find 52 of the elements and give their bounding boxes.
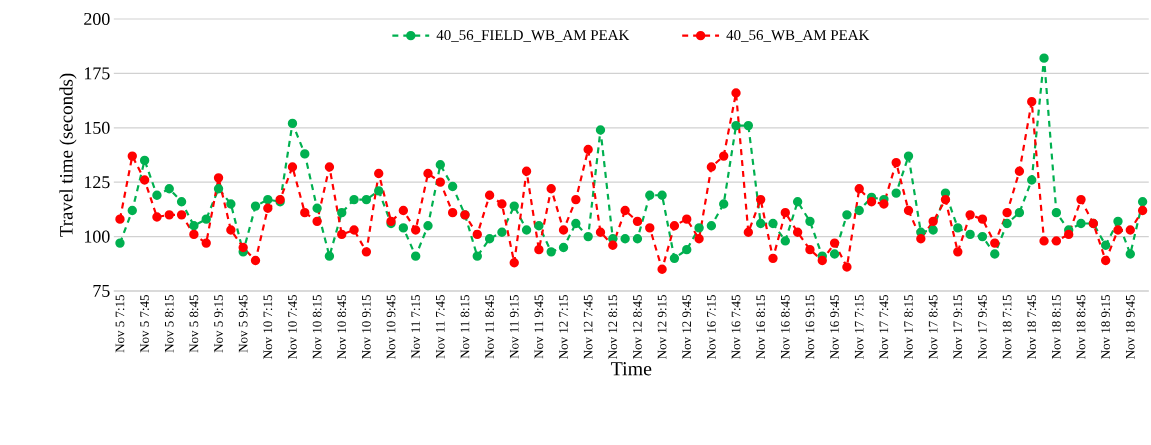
y-tick-label: 150 — [84, 121, 110, 134]
x-tick-label: Nov 18 7:45 — [1027, 295, 1037, 359]
y-axis-title: Travel time (seconds) — [59, 73, 77, 237]
x-tick-label: Nov 16 7:15 — [707, 295, 716, 359]
y-tick-label: 125 — [84, 176, 110, 189]
legend-label: 40_56_FIELD_WB_AM PEAK — [436, 29, 630, 42]
x-tick-label: Nov 16 9:15 — [805, 295, 815, 359]
y-tick-label: 200 — [84, 12, 110, 26]
x-tick-label: Nov 16 8:45 — [780, 295, 790, 359]
x-tick-label: Nov 17 7:45 — [879, 295, 889, 359]
x-tick-label: Nov 5 7:45 — [140, 295, 149, 353]
x-tick-label: Nov 11 9:15 — [509, 295, 519, 359]
x-tick-label: Nov 10 9:45 — [386, 295, 396, 359]
x-tick-label: Nov 11 9:45 — [534, 295, 544, 359]
x-tick-label: Nov 17 7:15 — [854, 295, 864, 359]
legend-label: 40_56_WB_AM PEAK — [726, 29, 870, 42]
x-tick-label: Nov 18 7:15 — [1002, 295, 1012, 359]
x-tick-label: Nov 18 8:45 — [1076, 295, 1086, 359]
x-tick-label: Nov 18 9:45 — [1125, 295, 1135, 359]
x-tick-label: Nov 10 9:15 — [362, 295, 371, 359]
x-tick-label: Nov 10 8:15 — [312, 295, 322, 359]
x-tick-label: Nov 12 9:15 — [657, 295, 667, 359]
x-tick-label: Nov 12 8:15 — [608, 295, 618, 359]
x-tick-label: Nov 16 8:15 — [756, 295, 766, 359]
x-tick-label: Nov 5 9:15 — [214, 295, 223, 353]
x-tick-label: Nov 5 7:15 — [115, 295, 125, 353]
x-tick-label: Nov 17 9:45 — [978, 295, 987, 359]
y-tick-label: 75 — [93, 285, 110, 297]
x-tick-label: Nov 12 7:15 — [559, 295, 568, 359]
x-tick-label: Nov 12 9:45 — [682, 295, 692, 359]
x-tick-label: Nov 17 8:15 — [904, 295, 913, 359]
x-tick-label: Nov 17 8:45 — [928, 295, 938, 359]
x-tick-label: Nov 17 9:15 — [953, 295, 963, 359]
x-tick-label: Nov 16 9:45 — [830, 295, 839, 359]
x-tick-label: Nov 12 8:45 — [633, 295, 642, 359]
x-tick-label: Nov 11 7:15 — [411, 295, 421, 359]
x-tick-label: Nov 12 7:45 — [583, 295, 593, 359]
x-tick-label: Nov 16 7:45 — [731, 295, 741, 359]
x-tick-label: Nov 10 7:45 — [288, 295, 297, 359]
x-tick-label: Nov 5 8:15 — [164, 295, 174, 353]
x-tick-label: Nov 18 8:15 — [1051, 295, 1061, 359]
y-tick-label: 175 — [84, 67, 110, 80]
x-tick-label: Nov 5 8:45 — [189, 295, 199, 353]
x-tick-label: Nov 11 7:45 — [435, 295, 445, 359]
x-axis-title: Time — [610, 362, 652, 376]
x-tick-label: Nov 10 7:15 — [263, 295, 273, 359]
x-tick-label: Nov 18 9:15 — [1101, 295, 1111, 359]
x-tick-label: Nov 11 8:45 — [485, 295, 495, 359]
y-tick-label: 100 — [84, 230, 110, 243]
x-tick-label: Nov 5 9:45 — [238, 295, 248, 353]
x-tick-label: Nov 10 8:45 — [337, 295, 347, 359]
x-tick-label: Nov 11 8:15 — [460, 295, 470, 359]
